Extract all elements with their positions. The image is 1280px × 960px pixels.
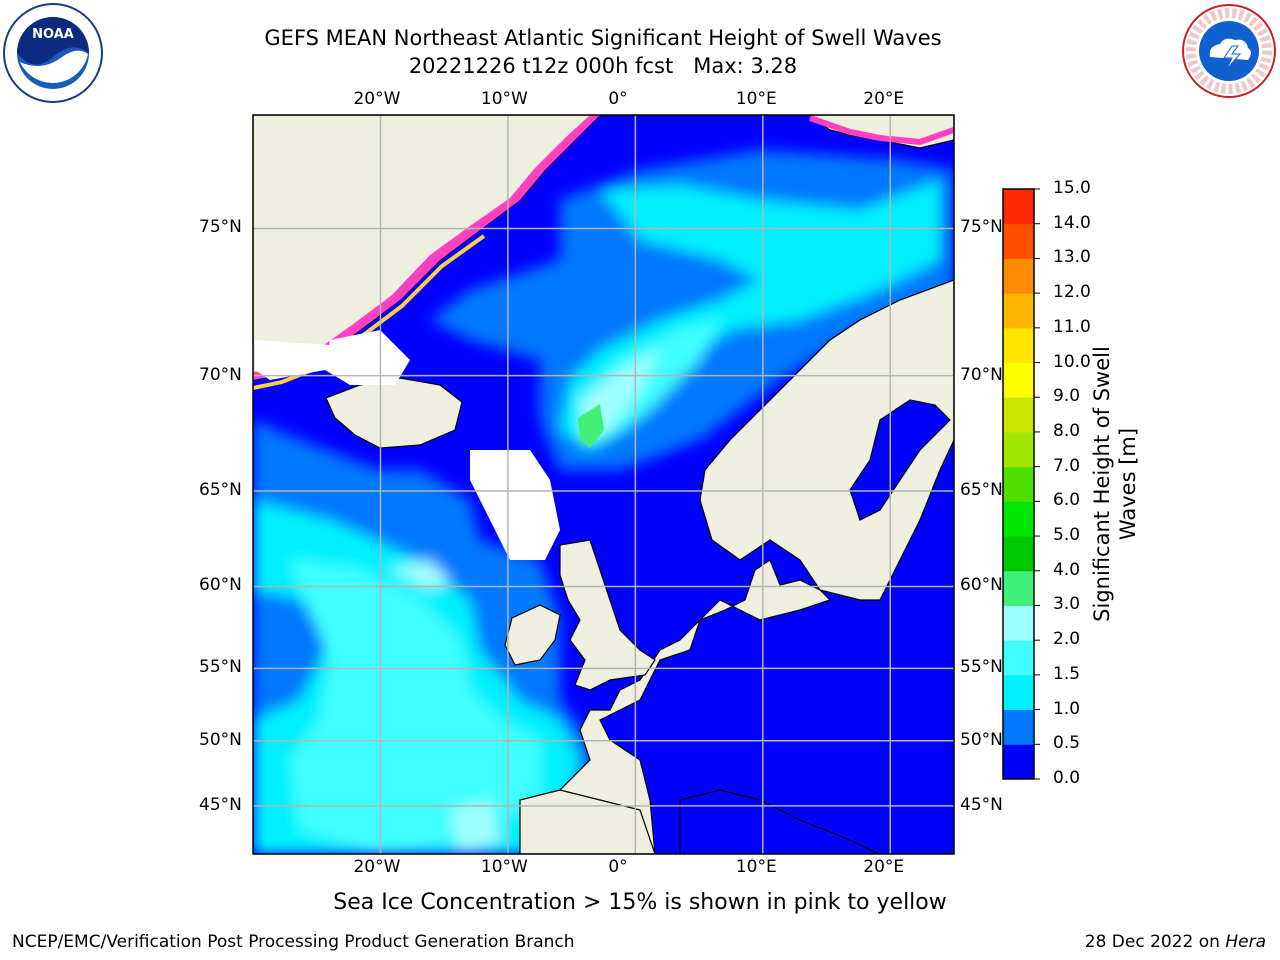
colorbar-swatch: [1003, 431, 1034, 468]
lat-tick-label-left: 50°N: [199, 729, 242, 750]
colorbar-swatch: [1003, 640, 1034, 676]
colorbar-swatch: [1003, 570, 1034, 606]
colorbar-swatch: [1003, 605, 1034, 641]
lon-tick-label-bottom: 10°E: [735, 857, 777, 877]
lat-tick-label-right: 55°N: [960, 657, 1003, 678]
swell-contours: [253, 150, 954, 854]
colorbar-tick-label: 5.0: [1053, 525, 1081, 546]
lat-tick-label-left: 70°N: [199, 364, 242, 385]
lon-tick-label-top: 0°: [608, 89, 628, 109]
chart-subtitle: 20221226 t12z 000h fcst Max: 3.28: [408, 54, 798, 78]
lon-tick-label-bottom: 20°E: [863, 857, 905, 877]
footer-date: 28 Dec 2022 on Hera: [1085, 932, 1266, 952]
footer-date-text: 28 Dec 2022 on: [1084, 932, 1220, 952]
lat-tick-label-left: 45°N: [199, 794, 242, 815]
lat-tick-label-left: 65°N: [199, 479, 242, 500]
colorbar-tick-label: 14.0: [1053, 212, 1091, 233]
lat-tick-label-right: 70°N: [960, 364, 1003, 385]
colorbar-tick-label: 13.0: [1053, 247, 1091, 268]
great-britain: [559, 539, 656, 691]
lon-tick-label-top: 10°E: [735, 89, 777, 109]
colorbar-swatch: [1003, 501, 1034, 537]
colorbar-tick-label: 9.0: [1053, 386, 1081, 407]
nws-logo: [1180, 2, 1278, 100]
lat-tick-label-right: 50°N: [960, 729, 1003, 750]
colorbar-swatch: [1003, 744, 1034, 780]
noaa-logo: NOAA: [2, 2, 104, 104]
lon-tick-label-bottom: 10°W: [480, 857, 528, 877]
colorbar-tick-label: 6.0: [1053, 490, 1081, 511]
colorbar-swatch: [1003, 536, 1034, 572]
colorbar-tick-label: 15.0: [1053, 178, 1091, 198]
colorbar-swatch: [1003, 466, 1034, 502]
colorbar-tick-label: 8.0: [1053, 420, 1081, 441]
lon-tick-label-top: 20°W: [353, 89, 401, 109]
footer-credit: NCEP/EMC/Verification Post Processing Pr…: [12, 932, 575, 952]
graticule: [253, 115, 954, 854]
colorbar-tick-label: 0.5: [1053, 733, 1081, 754]
colorbar-swatch: [1003, 223, 1034, 259]
lon-tick-label-top: 20°E: [863, 89, 905, 109]
lat-tick-label-left: 60°N: [199, 575, 242, 596]
colorbar-tick-label: 0.0: [1053, 768, 1081, 788]
colorbar-swatch: [1003, 189, 1034, 225]
lat-tick-label-right: 65°N: [960, 479, 1003, 500]
gulf-of-bothnia: [849, 399, 951, 521]
no-data-faroe: [470, 450, 560, 560]
colorbar-tick-label: 3.0: [1053, 594, 1081, 615]
colorbar-swatch: [1003, 327, 1034, 364]
lon-tick-label-top: 10°W: [480, 89, 528, 109]
colorbar-swatch: [1003, 397, 1034, 433]
sea-ice-note: Sea Ice Concentration > 15% is shown in …: [333, 890, 947, 915]
lat-tick-label-right: 60°N: [960, 575, 1003, 596]
colorbar-frame: [1002, 188, 1035, 780]
lat-tick-label-right: 45°N: [960, 794, 1003, 815]
europe: [519, 279, 954, 854]
colorbar-swatch: [1003, 293, 1034, 329]
colorbar-tick-label: 2.0: [1053, 629, 1081, 650]
colorbar-swatch: [1003, 674, 1034, 711]
colorbar-tick-label: 12.0: [1053, 282, 1091, 303]
lon-tick-label-bottom: 0°: [608, 857, 628, 877]
colorbar-tick-label: 10.0: [1053, 351, 1091, 372]
colorbar-title: Significant Height of Swell Waves [m]: [1090, 346, 1140, 622]
colorbar-tick-label: 11.0: [1053, 316, 1091, 337]
lon-tick-label-bottom: 20°W: [353, 857, 401, 877]
colorbar-tick-label: 1.0: [1053, 698, 1081, 719]
max-swell-area: [578, 404, 604, 448]
colorbar-tick-label: 7.0: [1053, 455, 1081, 476]
colorbar-swatch: [1003, 258, 1034, 294]
colorbar-tick-label: 4.0: [1053, 559, 1081, 580]
colorbar-tick-label: 1.5: [1053, 663, 1081, 684]
lat-tick-label-left: 55°N: [199, 657, 242, 678]
ireland: [504, 604, 561, 666]
footer-machine: Hera: [1225, 932, 1266, 952]
chart-title: GEFS MEAN Northeast Atlantic Significant…: [264, 26, 942, 50]
lat-tick-label-right: 75°N: [960, 217, 1003, 238]
lat-tick-label-left: 75°N: [199, 217, 242, 238]
colorbar-swatch: [1003, 362, 1034, 398]
colorbar-swatch: [1003, 709, 1034, 745]
noaa-logo-text: NOAA: [32, 27, 74, 42]
map-frame: [252, 114, 955, 855]
sea-ice-edge: [253, 115, 600, 380]
colorbar: [1002, 188, 1040, 780]
